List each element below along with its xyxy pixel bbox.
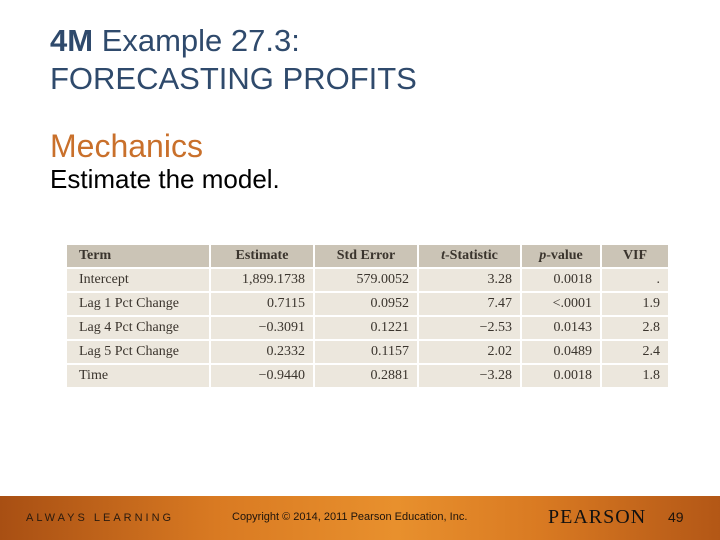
header-t-statistic: t-Statistic [419, 245, 522, 269]
title-rest: Example 27.3: [93, 23, 300, 58]
cell-term: Lag 4 Pct Change [67, 317, 211, 341]
cell-p-value: <.0001 [522, 293, 602, 317]
title-line-2: FORECASTING PROFITS [50, 61, 417, 96]
cell-estimate: 1,899.1738 [211, 269, 315, 293]
title-line-1: 4M Example 27.3: [50, 22, 690, 60]
header-vif: VIF [602, 245, 668, 269]
cell-t-statistic: 3.28 [419, 269, 522, 293]
cell-vif: 2.4 [602, 341, 668, 365]
table-row: Time −0.9440 0.2881 −3.28 0.0018 1.8 [67, 365, 668, 387]
table-row: Lag 4 Pct Change −0.3091 0.1221 −2.53 0.… [67, 317, 668, 341]
cell-std-error: 579.0052 [315, 269, 419, 293]
table-row: Lag 5 Pct Change 0.2332 0.1157 2.02 0.04… [67, 341, 668, 365]
section-heading: Mechanics [50, 128, 203, 164]
cell-estimate: 0.2332 [211, 341, 315, 365]
cell-t-statistic: 7.47 [419, 293, 522, 317]
cell-estimate: −0.3091 [211, 317, 315, 341]
footer-bar: ALWAYS LEARNING Copyright © 2014, 2011 P… [0, 496, 720, 540]
footer-tagline: ALWAYS LEARNING [26, 512, 175, 524]
cell-std-error: 0.2881 [315, 365, 419, 387]
cell-estimate: −0.9440 [211, 365, 315, 387]
header-std-error: Std Error [315, 245, 419, 269]
title-bold-part: 4M [50, 23, 94, 58]
cell-p-value: 0.0489 [522, 341, 602, 365]
cell-vif: . [602, 269, 668, 293]
regression-table-container: Term Estimate Std Error t-Statistic p-va… [67, 245, 668, 387]
header-term: Term [67, 245, 211, 269]
cell-term: Lag 1 Pct Change [67, 293, 211, 317]
regression-table: Term Estimate Std Error t-Statistic p-va… [67, 245, 668, 387]
cell-std-error: 0.1221 [315, 317, 419, 341]
body-text: Estimate the model. [50, 164, 280, 194]
cell-estimate: 0.7115 [211, 293, 315, 317]
page-number: 49 [668, 509, 684, 525]
cell-p-value: 0.0018 [522, 269, 602, 293]
cell-std-error: 0.1157 [315, 341, 419, 365]
pearson-logo: PEARSON [548, 506, 647, 528]
table-header-row: Term Estimate Std Error t-Statistic p-va… [67, 245, 668, 269]
cell-std-error: 0.0952 [315, 293, 419, 317]
slide-title: 4M Example 27.3: FORECASTING PROFITS [50, 22, 690, 98]
table-row: Lag 1 Pct Change 0.7115 0.0952 7.47 <.00… [67, 293, 668, 317]
cell-t-statistic: −2.53 [419, 317, 522, 341]
cell-t-statistic: 2.02 [419, 341, 522, 365]
copyright-text: Copyright © 2014, 2011 Pearson Education… [232, 511, 468, 523]
header-p-value: p-value [522, 245, 602, 269]
cell-term: Intercept [67, 269, 211, 293]
cell-term: Time [67, 365, 211, 387]
cell-p-value: 0.0143 [522, 317, 602, 341]
cell-p-value: 0.0018 [522, 365, 602, 387]
cell-vif: 1.9 [602, 293, 668, 317]
cell-vif: 1.8 [602, 365, 668, 387]
cell-vif: 2.8 [602, 317, 668, 341]
table-row: Intercept 1,899.1738 579.0052 3.28 0.001… [67, 269, 668, 293]
cell-t-statistic: −3.28 [419, 365, 522, 387]
header-estimate: Estimate [211, 245, 315, 269]
cell-term: Lag 5 Pct Change [67, 341, 211, 365]
